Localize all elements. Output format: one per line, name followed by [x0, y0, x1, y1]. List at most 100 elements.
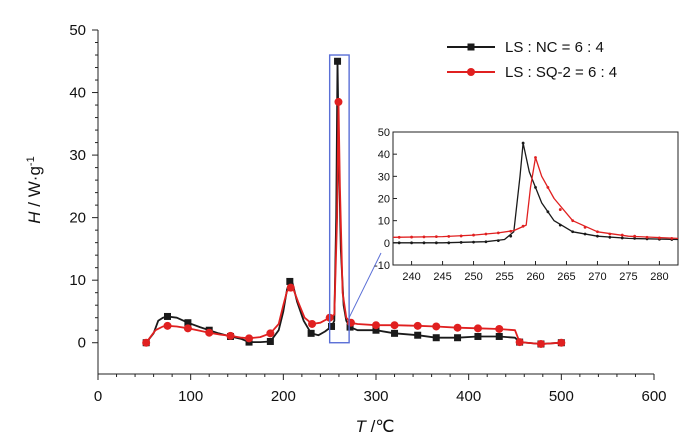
series-sq2-marker	[390, 321, 399, 330]
y-tick-label: 10	[69, 272, 86, 289]
series-nc-marker	[286, 277, 294, 285]
inset-series-nc-marker	[521, 141, 525, 145]
series-sq2-marker	[308, 319, 317, 328]
inset-series-sq2-marker	[422, 235, 426, 239]
x-tick-label: 200	[271, 388, 296, 405]
inset-series-sq2-marker	[558, 208, 562, 211]
series-nc-marker	[184, 319, 192, 327]
series-sq2-marker	[142, 338, 151, 347]
inset-series-sq2-marker	[410, 235, 413, 239]
inset-y-tick-label: 10	[378, 216, 390, 228]
legend: LS : NC = 6 : 4 LS : SQ-2 = 6 : 4	[447, 39, 617, 81]
inset-frame	[392, 131, 679, 266]
series-sq2-marker	[334, 97, 343, 106]
series-nc-marker	[414, 331, 422, 339]
inset-series-sq2-marker	[397, 235, 401, 239]
inset-y-tick-label: -10	[374, 260, 390, 272]
inset-series-sq2-marker	[521, 224, 525, 228]
inset-x-tick-label: 265	[557, 271, 575, 283]
highlight-box	[328, 54, 350, 344]
series-sq2-marker	[346, 318, 355, 327]
series-sq2-marker	[226, 331, 235, 340]
series-nc-line	[145, 60, 562, 345]
inset-x-tick-label: 250	[464, 271, 482, 283]
inset-x-tick-label: 245	[433, 271, 451, 283]
inset-series-nc-marker	[434, 241, 438, 245]
inset-series-nc-marker	[596, 234, 599, 238]
inset-series-sq2-marker	[670, 237, 674, 240]
series-sq2-marker	[495, 324, 504, 333]
inset-series-nc-marker	[509, 234, 513, 238]
series-sq2-marker	[372, 321, 380, 330]
highlight-region	[328, 54, 382, 344]
series-nc-marker	[346, 323, 354, 331]
inset-series-sq2-marker	[484, 232, 488, 236]
inset-series-nc-marker	[496, 239, 500, 243]
series-sq2-marker	[183, 324, 192, 333]
x-tick-label: 100	[178, 388, 203, 405]
y-tick-label: 30	[69, 147, 86, 164]
inset-series-nc-marker	[422, 241, 426, 245]
series-sq2-marker	[413, 321, 422, 330]
inset-series-sq2-marker	[608, 232, 612, 236]
inset-series-nc-marker	[608, 235, 612, 239]
series-nc-marker	[454, 334, 462, 342]
series-sq2-marker	[453, 323, 462, 332]
y-tick-label: 0	[78, 335, 86, 352]
legend-sq2-label: LS : SQ-2 = 6 : 4	[505, 64, 617, 81]
inset-series-nc-marker	[484, 240, 488, 244]
x-tick-label: 0	[94, 388, 102, 405]
series-sq2-marker	[557, 338, 566, 347]
inset-x-tick-label: 280	[650, 271, 668, 283]
series-sq2-marker	[536, 339, 545, 348]
inset-series-sq2-marker	[571, 219, 575, 223]
inset-series-sq2-marker	[658, 236, 661, 240]
y-tick-label: 40	[69, 85, 86, 102]
series-sq2-marker	[286, 283, 295, 292]
series-sq2-marker	[473, 324, 482, 333]
series-nc-marker	[474, 332, 482, 340]
inset-series-nc-marker	[571, 230, 575, 234]
series-nc-marker	[334, 57, 342, 65]
y-tick-label: 20	[69, 210, 86, 227]
inset-series-nc-marker	[558, 223, 562, 227]
inset-y-tick-label: 0	[384, 238, 390, 250]
series-nc-marker	[328, 322, 336, 330]
inset-series-sq2-marker	[447, 235, 451, 238]
x-tick-label: 600	[641, 388, 666, 405]
y-tick-label: 50	[69, 22, 86, 39]
inset-series-sq2-marker	[633, 234, 637, 238]
series-sq2-marker	[515, 338, 524, 347]
inset-series-sq2-marker	[645, 235, 649, 239]
inset-series-sq2-marker	[472, 233, 475, 237]
inset-x-tick-label: 255	[495, 271, 513, 283]
inset-series-sq2-marker	[496, 231, 500, 235]
inset-series-nc-marker	[620, 236, 624, 240]
inset-series-nc-line	[393, 142, 679, 244]
series-nc-marker	[432, 334, 440, 342]
inset-x-tick-label: 260	[526, 271, 544, 283]
inset-series-nc-marker	[583, 232, 587, 236]
inset-series-nc-marker	[472, 240, 475, 244]
y-axis-label: H / W·g-1	[25, 156, 44, 223]
inset-series-sq2-marker	[583, 225, 587, 229]
legend-nc-marker	[467, 43, 475, 51]
x-tick-label: 500	[549, 388, 574, 405]
series-nc-marker	[495, 332, 503, 340]
inset-series-nc-marker	[459, 240, 463, 244]
inset-chart: -10 0 10 20 30 40 50 240 245 250 255 260 265 270 275 28…	[374, 127, 679, 283]
x-tick-label: 400	[456, 388, 481, 405]
inset-x-tick-label: 270	[588, 271, 606, 283]
inset-y-tick-label: 20	[378, 194, 390, 206]
inset-y-tick-label: 40	[378, 149, 390, 161]
inset-series-sq2-marker	[534, 156, 537, 159]
inset-series-nc-marker	[397, 241, 401, 245]
x-axis-label: T /℃	[356, 417, 395, 436]
series-nc-marker	[266, 337, 274, 345]
series-sq2-marker	[205, 328, 214, 337]
x-tick-label: 300	[363, 388, 388, 405]
series-sq2-marker	[163, 321, 172, 330]
inset-series-sq2-marker	[459, 234, 463, 238]
inset-y-tick-label: 30	[378, 171, 390, 183]
inset-series-nc-marker	[633, 237, 637, 240]
